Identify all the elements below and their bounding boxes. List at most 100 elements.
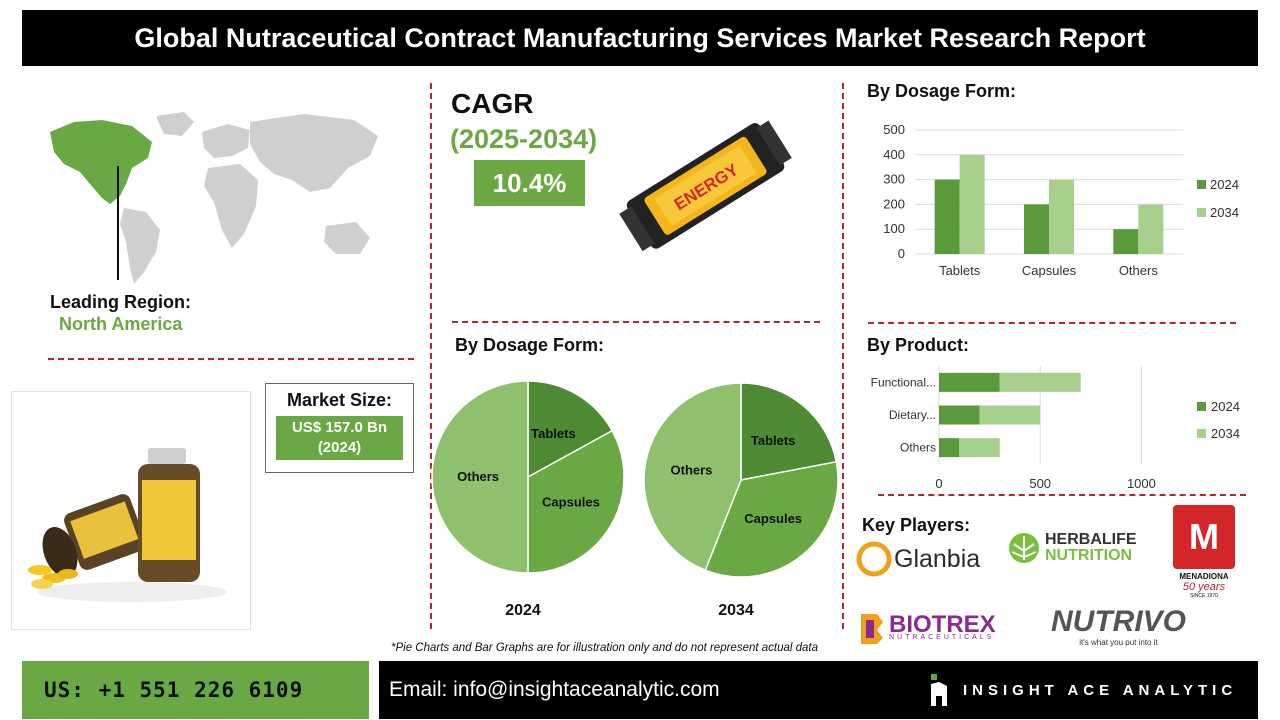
product-legend-label: 2024 <box>1211 399 1240 414</box>
divider-product-bar <box>878 494 1246 496</box>
menadiona-sub: 50 years <box>1182 581 1226 593</box>
pie-slice-2024-capsules <box>527 429 625 574</box>
map-north-america <box>50 120 152 204</box>
map-greenland <box>156 112 194 136</box>
divider-vertical-right <box>842 83 844 629</box>
pie-slice-2024-others <box>431 380 529 574</box>
dosage-ytick-label: 500 <box>883 122 905 137</box>
footer-phone[interactable]: US: +1 551 226 6109 <box>22 661 369 719</box>
market-size-year: (2024) <box>317 439 362 456</box>
dosage-bar-chart: 0 100 200 300 400 500 Tablets Capsules Others 202… <box>883 122 1239 278</box>
map-south-america <box>120 208 160 284</box>
product-bar-2024-2 <box>939 438 960 458</box>
cagr-value: 10.4% <box>474 160 585 206</box>
market-size-label: Market Size: <box>286 390 393 410</box>
footer-brand: INSIGHT ACE ANALYTIC <box>899 661 1258 719</box>
product-bar-2034-0 <box>999 372 1081 392</box>
glanbia-text: Glanbia <box>894 544 981 573</box>
biotrex-icon <box>861 614 883 644</box>
biotrex-sub: NUTRACEUTICALS <box>889 634 995 641</box>
bar-dosage-title: By Dosage Form: <box>867 81 1017 101</box>
product-category-label: Others <box>900 441 936 455</box>
map-australia <box>324 222 370 254</box>
dosage-ytick-label: 300 <box>883 172 905 187</box>
world-map <box>44 102 384 292</box>
dosage-ytick-label: 400 <box>883 147 905 162</box>
menadiona-logo: M MENADIONA 50 years SINCE 1970 <box>1168 505 1240 610</box>
dosage-category-label: Others <box>1119 263 1159 278</box>
insight-ace-logo-icon <box>931 674 947 706</box>
divider-dosage-bar <box>868 322 1236 324</box>
dosage-bar-2024-capsules <box>1024 204 1049 254</box>
dosage-ytick-label: 100 <box>883 221 905 236</box>
leading-region-value: North America <box>59 314 183 334</box>
menadiona-since: SINCE 1970 <box>1190 593 1218 599</box>
product-bar-2034-2 <box>959 438 1000 458</box>
market-size-amount: US$ 157.0 Bn <box>291 419 388 436</box>
nutrivo-text: NUTRIVO <box>1051 605 1186 638</box>
dosage-legend-label: 2034 <box>1210 205 1239 220</box>
report-title: Global Nutraceutical Contract Manufactur… <box>22 10 1258 66</box>
disclaimer-note: *Pie Charts and Bar Graphs are for illus… <box>391 642 819 654</box>
dosage-ytick-label: 200 <box>883 196 905 211</box>
pie-slice-label: Capsules <box>542 494 600 509</box>
pie-section-title: By Dosage Form: <box>455 335 605 355</box>
biotrex-text: BIOTREX <box>889 611 996 638</box>
map-asia <box>250 114 378 192</box>
pie-slice-label: Others <box>671 463 713 478</box>
dosage-legend-label: 2024 <box>1210 177 1239 192</box>
market-size-value: US$ 157.0 Bn (2024) <box>276 416 403 460</box>
pie-charts: Tablets Capsules Others 2024 Tablets Capsules… <box>431 380 839 619</box>
product-bar-2034-1 <box>979 405 1041 425</box>
herbalife-line2: NUTRITION <box>1045 547 1133 564</box>
pie-slice-label: Tablets <box>751 433 796 448</box>
menadiona-text: MENADIONA <box>1179 572 1229 581</box>
menadiona-icon: M <box>1173 505 1235 569</box>
pie-year-label: 2024 <box>505 602 541 619</box>
divider-vertical-left <box>430 83 432 629</box>
pie-slice-label: Tablets <box>531 426 576 441</box>
bar-product-title: By Product: <box>867 335 970 355</box>
market-size-box: Market Size: US$ 157.0 Bn (2024) <box>265 383 414 473</box>
product-legend-swatch <box>1197 429 1206 438</box>
product-xtick-label: 0 <box>935 476 942 491</box>
nutrivo-tagline: it's what you put into it <box>1079 638 1158 647</box>
herbalife-logo: HERBALIFE NUTRITION <box>1007 528 1162 568</box>
product-legend-swatch <box>1197 402 1206 411</box>
pie-slice-2034-tablets <box>740 382 838 481</box>
dosage-bar-2034-capsules <box>1049 179 1074 254</box>
map-europe <box>202 124 250 158</box>
dosage-legend-swatch <box>1197 180 1206 189</box>
pie-slice-2024-tablets <box>527 380 614 479</box>
product-bar-2024-1 <box>939 405 980 425</box>
biotrex-logo: BIOTREX NUTRACEUTICALS <box>857 610 1032 648</box>
dosage-category-label: Capsules <box>1022 263 1077 278</box>
product-xtick-label: 1000 <box>1127 476 1156 491</box>
dosage-ytick-label: 0 <box>898 246 905 261</box>
herbalife-line1: HERBALIFE <box>1045 531 1137 548</box>
dosage-legend-swatch <box>1197 208 1206 217</box>
region-pointer-line <box>117 166 119 280</box>
glanbia-logo: Glanbia <box>856 540 1001 578</box>
pie-year-label: 2034 <box>718 602 754 619</box>
pie-slice-label: Capsules <box>744 511 802 526</box>
key-players-title: Key Players: <box>862 515 971 535</box>
product-category-label: Functional... <box>871 375 936 389</box>
pie-slice-2034-capsules <box>704 460 839 578</box>
dosage-bar-2034-others <box>1138 204 1164 254</box>
product-bar-2024-0 <box>939 372 1000 392</box>
divider-cagr <box>452 321 820 323</box>
product-category-label: Dietary... <box>889 408 936 422</box>
supplement-bottle-image <box>11 391 251 630</box>
pie-slice-label: Others <box>457 469 499 484</box>
product-legend-label: 2034 <box>1211 426 1240 441</box>
map-africa <box>204 164 258 248</box>
leading-region-label: Leading Region: <box>50 292 191 312</box>
cagr-period: (2025-2034) <box>450 124 598 154</box>
dosage-bar-2024-others <box>1113 229 1139 254</box>
dosage-bar-2034-tablets <box>959 154 985 254</box>
product-xtick-label: 500 <box>1029 476 1051 491</box>
footer-email[interactable]: Email: info@insightaceanalytic.com <box>379 661 899 719</box>
glanbia-icon <box>856 541 892 577</box>
dosage-category-label: Tablets <box>939 263 981 278</box>
